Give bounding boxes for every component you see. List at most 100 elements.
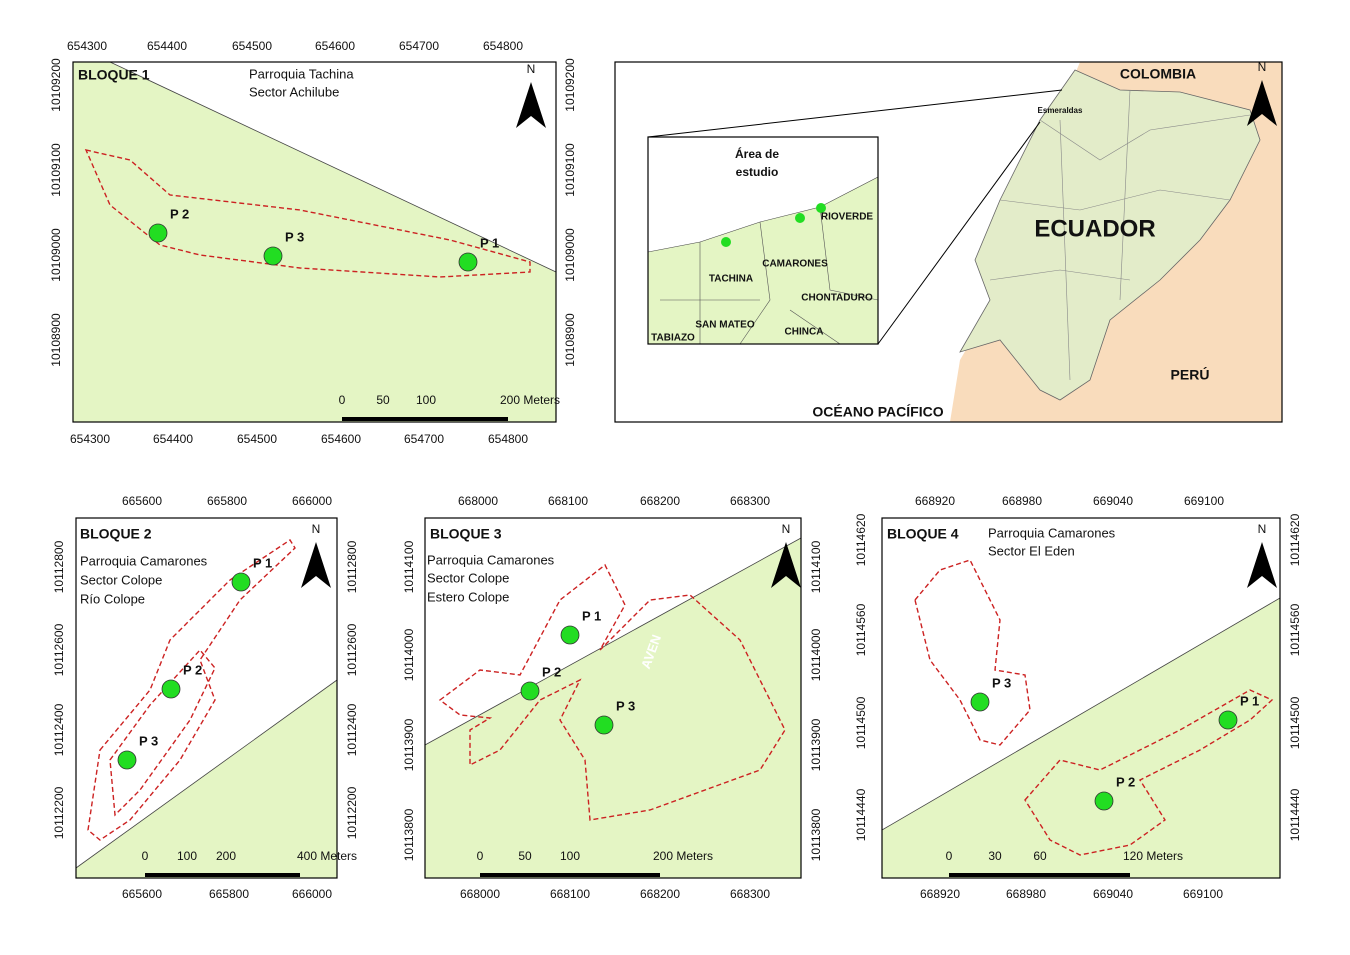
bottom-tick-label: 668920 xyxy=(920,887,960,901)
location-subtitle: Río Colope xyxy=(80,591,145,606)
left-tick-label: 10114500 xyxy=(854,696,868,749)
right-tick-label: 10112200 xyxy=(345,786,359,839)
bottom-tick-label: 654800 xyxy=(488,432,528,446)
left-tick-label: 10109200 xyxy=(49,58,63,112)
top-tick-label: 665600 xyxy=(122,494,162,508)
location-subtitle: Parroquia Camarones xyxy=(80,553,208,568)
sampling-point xyxy=(458,252,478,272)
map-label: OCÉANO PACÍFICO xyxy=(812,404,943,420)
left-tick-label: 10112200 xyxy=(52,786,66,839)
scale-label: 50 xyxy=(518,849,532,863)
sampling-point xyxy=(520,681,540,701)
scale-label: 200 xyxy=(216,849,236,863)
bottom-tick-label: 654300 xyxy=(70,432,110,446)
point-label: P 3 xyxy=(992,675,1011,690)
north-label: N xyxy=(782,522,791,536)
point-label: P 2 xyxy=(170,206,189,221)
bottom-tick-label: 668300 xyxy=(730,887,770,901)
location-subtitle: Sector El Eden xyxy=(988,543,1075,558)
map-label: ECUADOR xyxy=(1034,215,1155,242)
right-tick-label: 10112800 xyxy=(345,540,359,593)
scale-bar xyxy=(949,873,1130,877)
bottom-tick-label: 665800 xyxy=(209,887,249,901)
place-label: TACHINA xyxy=(709,274,753,285)
point-label: P 1 xyxy=(253,555,272,570)
province-border xyxy=(1059,119,1071,381)
study-area-boundary xyxy=(109,648,216,817)
scale-bar xyxy=(480,873,660,877)
map-label: PERÚ xyxy=(1171,366,1210,383)
north-label: N xyxy=(1258,60,1267,74)
ecuador xyxy=(959,69,1261,401)
land-area xyxy=(882,598,1280,878)
right-tick-label: 10114620 xyxy=(1288,513,1302,566)
bottom-tick-label: 669040 xyxy=(1093,887,1133,901)
bottom-tick-label: 668000 xyxy=(460,887,500,901)
north-label: N xyxy=(1258,522,1267,536)
study-site xyxy=(721,237,731,247)
right-tick-label: 10113900 xyxy=(809,718,823,771)
panel-frame xyxy=(72,61,557,423)
sampling-point xyxy=(560,625,580,645)
bottom-tick-label: 668100 xyxy=(550,887,590,901)
scale-label: 0 xyxy=(946,849,953,863)
inset-title: Área de xyxy=(735,146,779,161)
scale-label: 200 Meters xyxy=(653,849,713,863)
leader-line xyxy=(647,89,1063,138)
top-tick-label: 669100 xyxy=(1184,494,1224,508)
province-border xyxy=(989,269,1131,281)
north-label: N xyxy=(527,62,536,76)
scale-bar xyxy=(145,873,300,877)
study-site xyxy=(795,213,805,223)
top-tick-label: 654400 xyxy=(147,39,187,53)
left-tick-label: 10114560 xyxy=(854,603,868,656)
right-tick-label: 10108900 xyxy=(563,313,577,367)
land-area xyxy=(73,62,556,422)
location-subtitle: Estero Colope xyxy=(427,589,509,604)
right-tick-label: 10114560 xyxy=(1288,603,1302,656)
bottom-tick-label: 668200 xyxy=(640,887,680,901)
sampling-point xyxy=(117,750,137,770)
north-arrow xyxy=(1247,542,1277,588)
top-tick-label: 668920 xyxy=(915,494,955,508)
panel-frame xyxy=(424,517,802,879)
right-tick-label: 10114440 xyxy=(1288,788,1302,841)
left-tick-label: 10114620 xyxy=(854,513,868,566)
scale-label: 0 xyxy=(477,849,484,863)
block-title: BLOQUE 2 xyxy=(80,526,152,542)
top-tick-label: 654300 xyxy=(67,39,107,53)
sampling-point xyxy=(970,692,990,712)
bottom-tick-label: 666000 xyxy=(292,887,332,901)
location-subtitle: Sector Achilube xyxy=(249,84,339,99)
left-tick-label: 10112400 xyxy=(52,703,66,756)
scale-label: 0 xyxy=(339,393,346,407)
bottom-tick-label: 669100 xyxy=(1183,887,1223,901)
left-tick-label: 10109000 xyxy=(49,228,63,282)
land-area xyxy=(425,538,801,878)
block-title: BLOQUE 3 xyxy=(430,526,502,542)
scale-label: 100 xyxy=(560,849,580,863)
top-tick-label: 654700 xyxy=(399,39,439,53)
sampling-point xyxy=(594,715,614,735)
panel-frame xyxy=(881,517,1281,879)
province-border xyxy=(1039,114,1251,161)
location-subtitle: Sector Colope xyxy=(80,572,162,587)
right-tick-label: 10112400 xyxy=(345,703,359,756)
sampling-point xyxy=(1094,791,1114,811)
shoreline xyxy=(424,537,802,746)
scale-label: 100 xyxy=(177,849,197,863)
north-arrow xyxy=(301,542,331,588)
province-border xyxy=(999,189,1231,211)
shoreline xyxy=(75,679,338,869)
scale-label: 400 Meters xyxy=(297,849,357,863)
place-label: CHONTADURO xyxy=(801,293,873,304)
inset-title: estudio xyxy=(736,165,779,179)
top-tick-label: 668200 xyxy=(640,494,680,508)
land-area xyxy=(76,680,337,878)
bottom-tick-label: 654400 xyxy=(153,432,193,446)
left-tick-label: 10113800 xyxy=(402,808,416,861)
point-label: P 3 xyxy=(139,733,158,748)
block-title: BLOQUE 4 xyxy=(887,526,959,542)
study-area-boundary xyxy=(1024,689,1274,856)
